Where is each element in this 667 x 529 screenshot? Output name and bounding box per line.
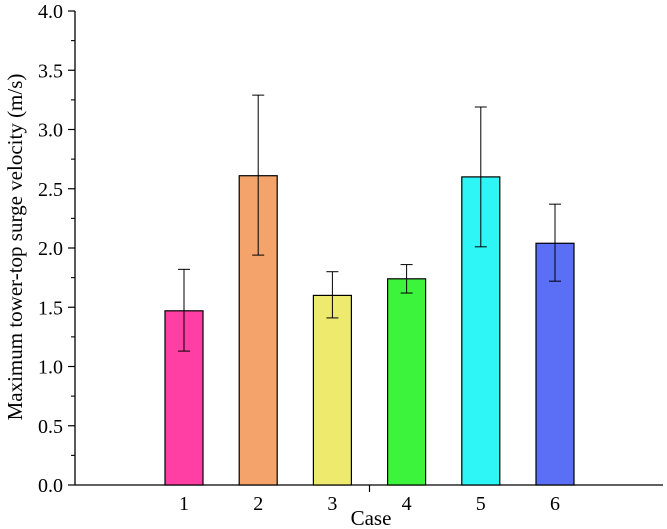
x-tick-label: 4 [402,493,412,515]
bar [387,278,427,486]
y-tick-label: 2.0 [38,238,63,260]
y-tick-label: 1.5 [38,297,63,319]
error-bars [178,94,561,352]
x-tick-label: 5 [476,493,486,515]
y-axis-title: Maximum tower-top surge velocity (m/s) [3,74,27,421]
bar [312,294,352,486]
bar-series [164,175,575,486]
x-axis-title: Case [351,506,392,529]
x-tick-label: 3 [327,493,337,515]
y-tick-label: 3.0 [38,120,63,142]
y-tick-label: 1.0 [38,357,63,379]
bar [535,242,575,486]
y-tick-label: 2.5 [38,179,63,201]
y-tick-label: 4.0 [38,1,63,23]
plot-axes [74,11,663,486]
x-tick-label: 6 [550,493,560,515]
x-tick-label: 1 [179,493,189,515]
x-tick-label: 2 [253,493,263,515]
y-tick-label: 3.5 [38,60,63,82]
axis-ticks: 0.0 0.5 1.0 1.5 2.0 2.5 3.0 3.5 4.0 1 2 3 4 5 6 [38,1,560,515]
y-tick-label: 0.5 [38,416,63,438]
y-tick-label: 0.0 [38,475,63,497]
